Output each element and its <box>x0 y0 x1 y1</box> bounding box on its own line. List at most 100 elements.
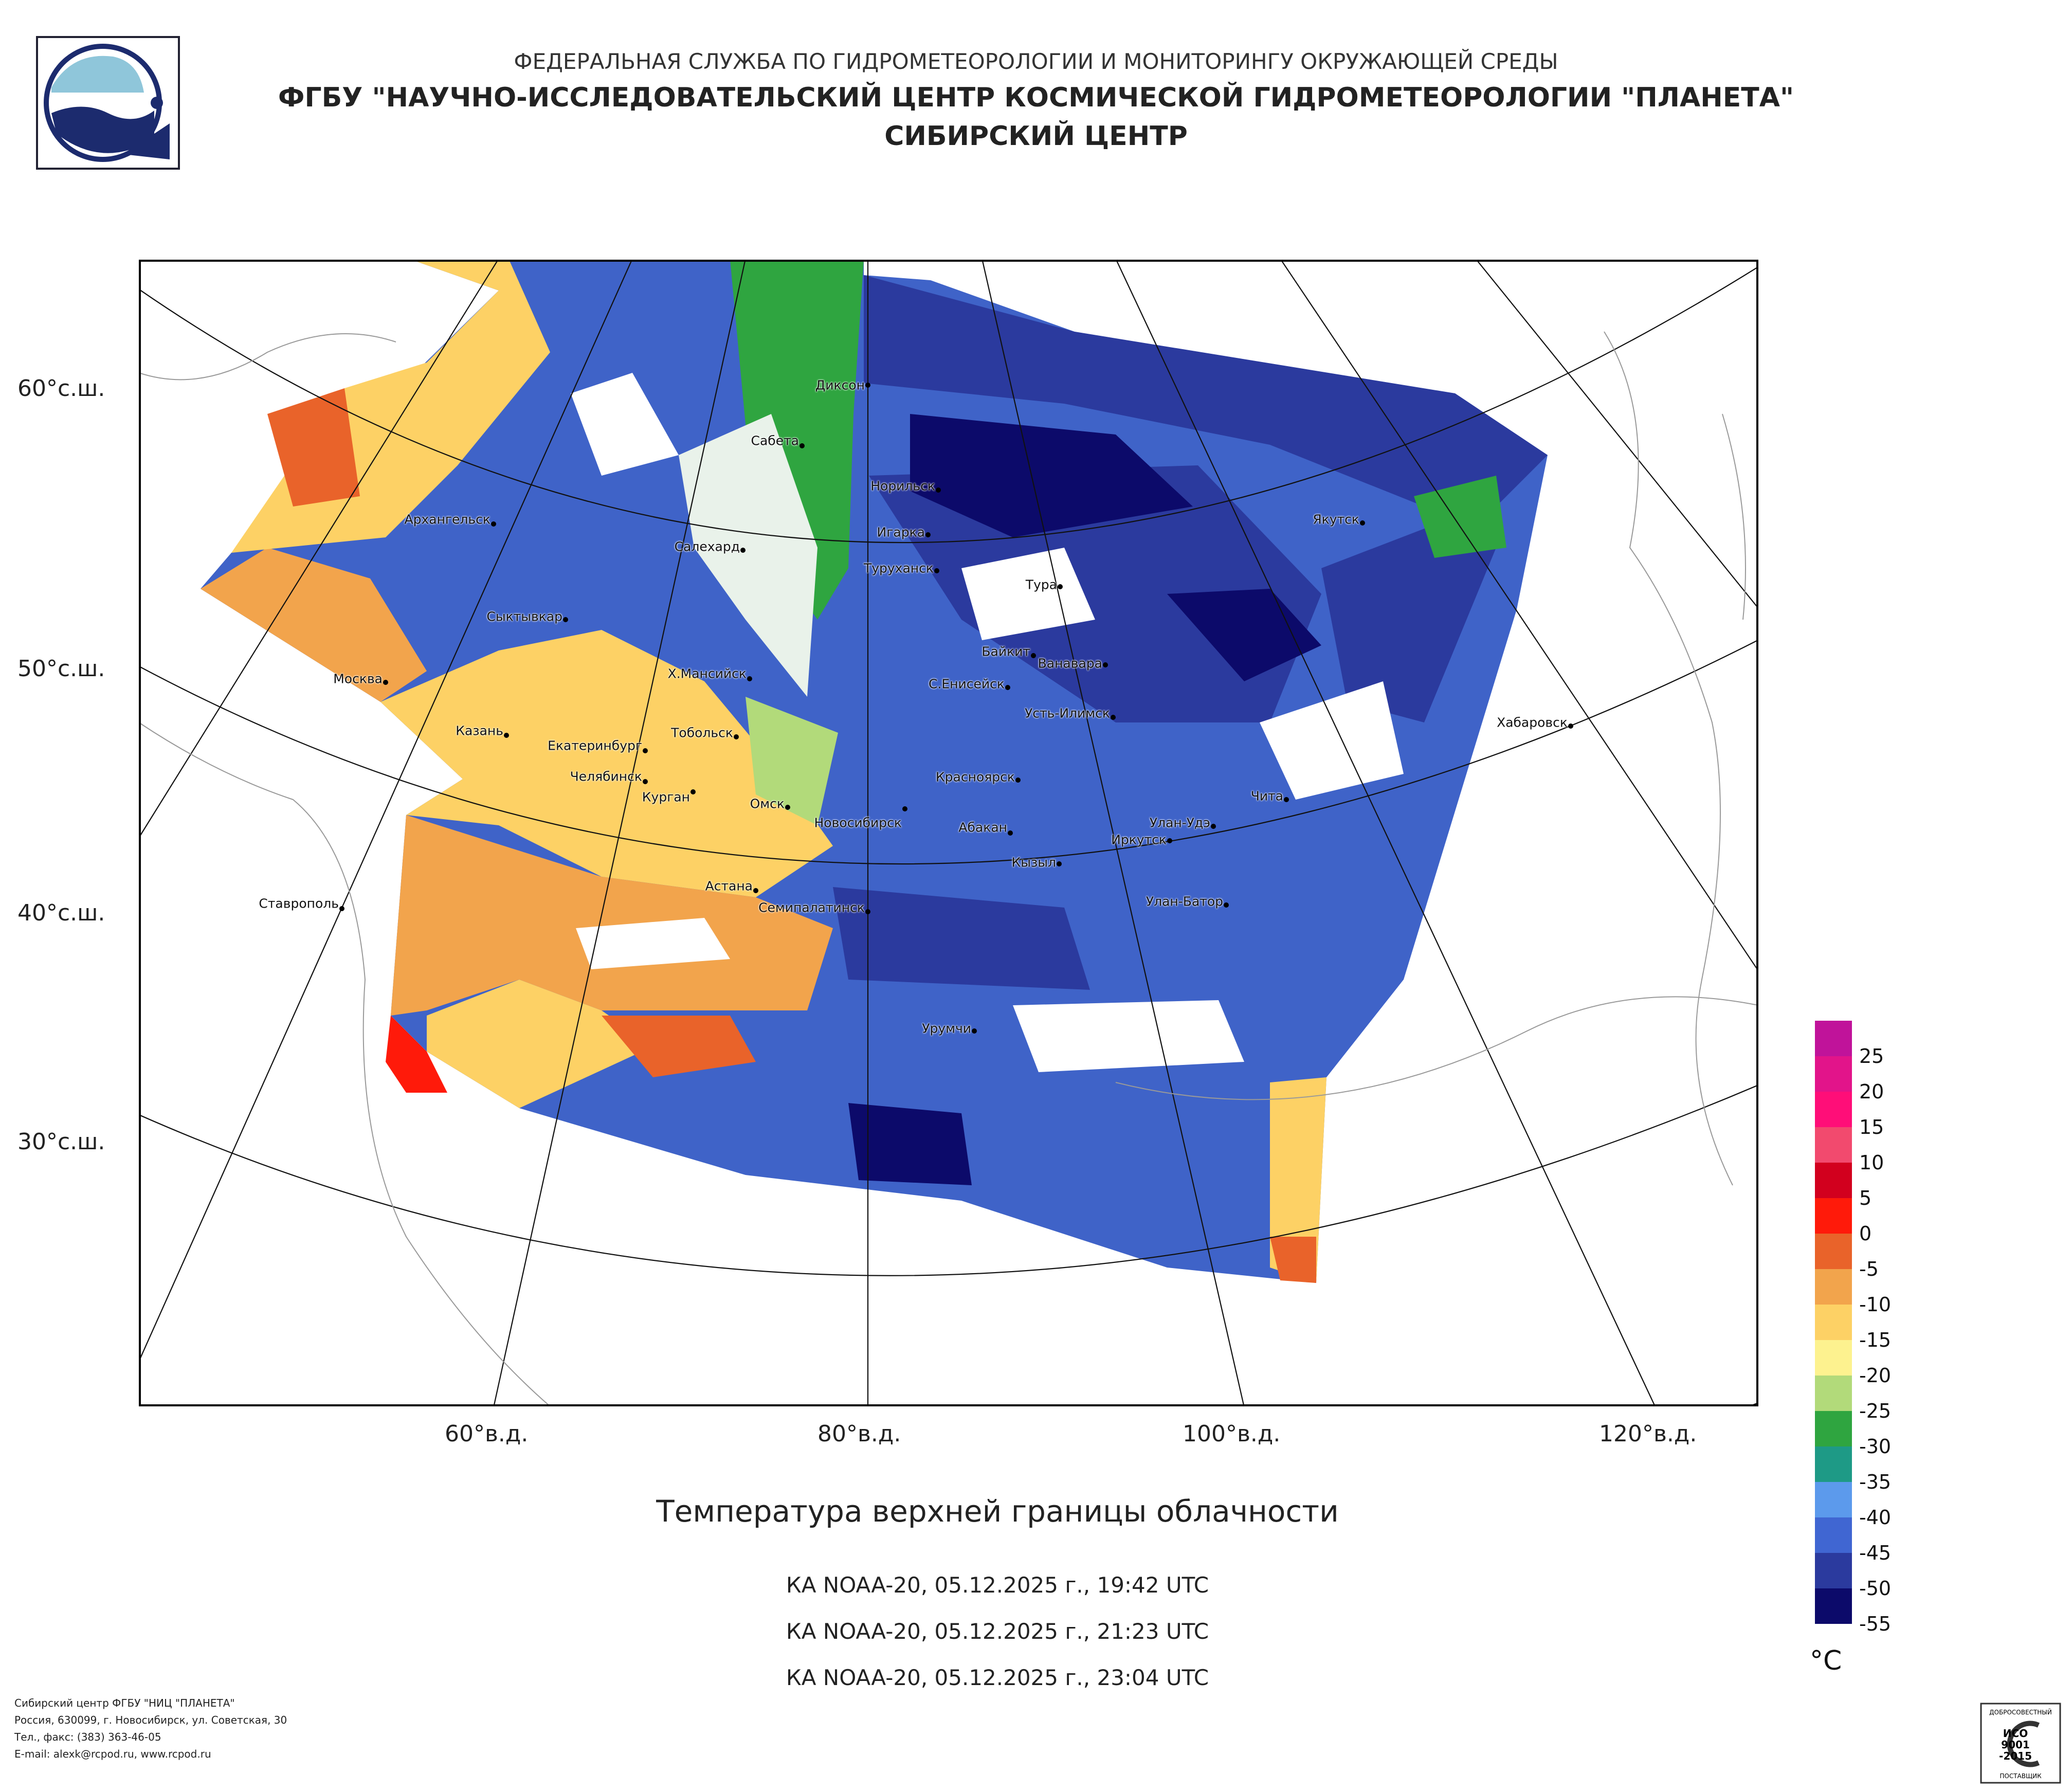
city-label: Архангельск <box>404 512 490 527</box>
city-dot <box>865 383 870 388</box>
city-dot <box>972 1028 977 1034</box>
legend-label: -40 <box>1859 1506 1892 1529</box>
city-dot <box>1167 838 1172 843</box>
city-label: Екатеринбург <box>548 738 642 753</box>
city-label: Кызыл <box>1011 855 1057 870</box>
iso-number: 9001 <box>2001 1739 2030 1751</box>
pass-1: КА NOAA-20, 05.12.2025 г., 19:42 UTC <box>786 1572 1209 1598</box>
city-label: Челябинск <box>570 769 642 784</box>
legend-label: -45 <box>1859 1542 1892 1564</box>
city-label: Ванавара <box>1038 656 1102 671</box>
legend-label: -20 <box>1859 1364 1892 1387</box>
legend-label: 20 <box>1859 1080 1884 1103</box>
iso-bottom-text: ПОСТАВЩИК <box>2000 1772 2042 1780</box>
city-dot <box>936 487 941 493</box>
iso-year: -2015 <box>1999 1750 2032 1762</box>
lat-label-50: 50°с.ш. <box>17 656 105 682</box>
city-dot <box>1058 584 1063 589</box>
city-label: Семипалатинск <box>758 900 865 915</box>
footer-phone: Тел., факс: (383) 363-46-05 <box>14 1731 161 1743</box>
city-dot <box>740 548 746 553</box>
city-label: Тобольск <box>671 725 733 740</box>
city-label: Урумчи <box>922 1021 971 1036</box>
city-label: Норильск <box>870 478 935 494</box>
legend-label: 0 <box>1859 1222 1872 1245</box>
city-label: Туруханск <box>863 560 934 576</box>
legend-swatch <box>1815 1021 1852 1056</box>
lon-label-120: 120°в.д. <box>1599 1421 1697 1447</box>
lat-label-40: 40°с.ш. <box>17 900 105 926</box>
legend-unit: °C <box>1810 1645 1842 1676</box>
city-label: Курган <box>642 789 690 805</box>
city-dot <box>643 748 648 753</box>
city-dot <box>1015 777 1021 783</box>
city-label: Казань <box>456 723 503 738</box>
city-dot <box>753 888 758 893</box>
city-dot <box>1211 824 1216 829</box>
lon-label-100: 100°в.д. <box>1183 1421 1281 1447</box>
cloud-top-temperature-map <box>138 259 1759 1408</box>
legend-swatch <box>1815 1553 1852 1588</box>
city-labels: Диксон Сабета Норильск Игарка Туруханск … <box>139 260 1758 1406</box>
city-dot <box>747 676 752 681</box>
agency-title: ФЕДЕРАЛЬНАЯ СЛУЖБА ПО ГИДРОМЕТЕОРОЛОГИИ … <box>514 49 1558 74</box>
legend-swatch <box>1815 1588 1852 1624</box>
city-dot <box>1360 520 1365 526</box>
city-label: Якутск <box>1313 512 1359 527</box>
city-dot <box>643 779 648 784</box>
city-label: Красноярск <box>935 769 1015 785</box>
city-dot <box>865 909 870 914</box>
city-dot <box>1284 797 1289 802</box>
city-label: Ставрополь <box>259 896 339 911</box>
legend-swatch <box>1815 1092 1852 1127</box>
city-dot <box>785 805 790 810</box>
city-dot <box>1008 830 1013 836</box>
city-label: Усть-Илимск <box>1025 705 1110 721</box>
footer-org: Сибирский центр ФГБУ "НИЦ "ПЛАНЕТА" <box>14 1697 235 1709</box>
legend-swatch <box>1815 1163 1852 1198</box>
city-dot <box>934 568 939 573</box>
city-label: Абакан <box>958 820 1007 835</box>
legend-swatch <box>1815 1340 1852 1376</box>
legend-label: 25 <box>1859 1045 1884 1068</box>
legend-label: -55 <box>1859 1613 1892 1635</box>
legend-label: -15 <box>1859 1329 1892 1351</box>
city-dot <box>925 532 931 537</box>
city-label: С.Енисейск <box>928 676 1005 692</box>
lat-label-30: 30°с.ш. <box>17 1129 105 1155</box>
legend-label: 5 <box>1859 1187 1872 1209</box>
lon-label-80: 80°в.д. <box>817 1421 901 1447</box>
legend-label: -10 <box>1859 1293 1892 1316</box>
iso-9001-badge: ДОБРОСОВЕСТНЫЙ ИСО 9001 -2015 ПОСТАВЩИК <box>1979 1702 2062 1786</box>
city-label: Сабета <box>751 433 799 448</box>
branch-title: СИБИРСКИЙ ЦЕНТР <box>884 121 1188 152</box>
legend-swatch <box>1815 1198 1852 1234</box>
coastlines <box>139 331 1758 1406</box>
city-label: Сыктывкар <box>486 609 562 624</box>
city-dot <box>1057 861 1062 866</box>
legend-swatch <box>1815 1376 1852 1411</box>
graticule <box>139 260 1758 1406</box>
lon-label-60: 60°в.д. <box>445 1421 529 1447</box>
footer-email: E-mail: alexk@rcpod.ru, www.rcpod.ru <box>14 1748 211 1760</box>
legend-swatch <box>1815 1269 1852 1305</box>
city-label: Москва <box>333 671 383 686</box>
legend-swatch <box>1815 1305 1852 1340</box>
city-label: Салехард <box>674 539 740 554</box>
legend-label: -50 <box>1859 1577 1892 1600</box>
map-title: Температура верхней границы облачности <box>656 1494 1339 1529</box>
city-label: Х.Мансийск <box>667 666 747 681</box>
legend-swatch <box>1815 1446 1852 1482</box>
city-dot <box>1103 662 1108 667</box>
satellite-swath <box>201 260 1548 1283</box>
legend-label: 15 <box>1859 1116 1884 1138</box>
city-label: Омск <box>750 796 785 811</box>
city-label: Тура <box>1025 577 1057 592</box>
city-dot <box>1224 902 1229 908</box>
city-dot <box>1005 685 1010 690</box>
city-dot <box>563 617 568 622</box>
legend-swatch <box>1815 1056 1852 1092</box>
city-label: Хабаровск <box>1497 715 1568 730</box>
legend-swatch <box>1815 1411 1852 1446</box>
city-dot <box>504 733 509 738</box>
